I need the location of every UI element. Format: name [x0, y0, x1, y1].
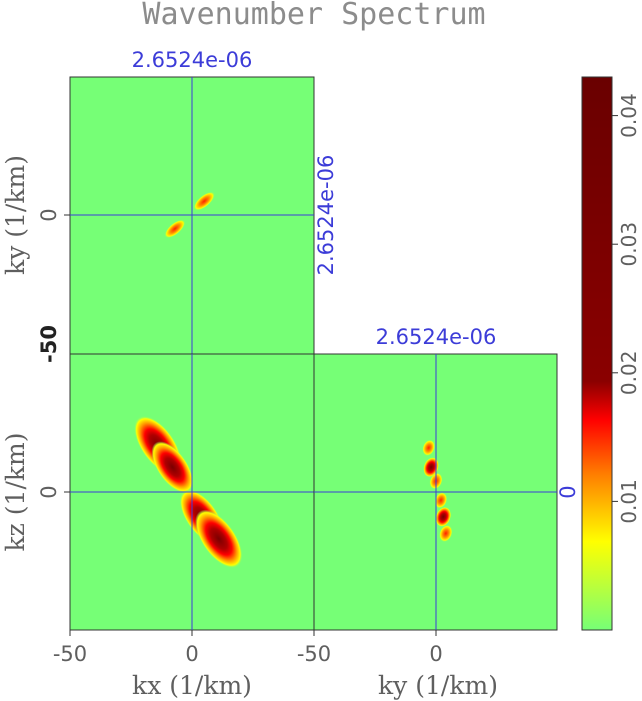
ky-kz-spectral-peak-4	[435, 506, 452, 527]
chart-title: Wavenumber Spectrum	[142, 0, 485, 32]
panel-kx-ky-slice-label-right: 2.6524e-06	[314, 155, 338, 276]
panel-ky-kz-xlabel: ky (1/km)	[378, 671, 498, 700]
panel-kx-ky-blobs	[164, 191, 215, 239]
kx-kz-spectral-peak-3	[195, 509, 243, 569]
kx-ky-spectral-peak-1	[164, 219, 186, 239]
ky-kz-spectral-peak-0	[422, 439, 436, 456]
kx-ky-spectral-peak-0	[193, 191, 215, 211]
panel-ky-kz: 2.6524e-06 0 -50 0 ky (1/km)	[297, 325, 580, 700]
panel-kx-ky-ytick-label-neg50: -50	[37, 325, 61, 363]
ky-kz-spectral-peak-1	[423, 457, 439, 478]
colorbar-tick-label-2: 0.03	[617, 222, 641, 267]
colorbar-tick-label-1: 0.02	[617, 351, 641, 396]
panel-kx-kz: 0 kz (1/km) -50 0 kx (1/km)	[1, 353, 315, 700]
panel-ky-kz-xtick-label-neg50: -50	[297, 642, 331, 666]
colorbar-tick-label-0: 0.01	[617, 479, 641, 524]
panel-kx-ky: 2.6524e-06 2.6524e-06 0 -50 ky (1/km)	[1, 48, 338, 363]
panel-kx-kz-xtick-label-0: 0	[185, 642, 198, 666]
panel-kx-kz-ylabel: kz (1/km)	[1, 433, 30, 552]
panel-kx-ky-ylabel: ky (1/km)	[1, 155, 30, 275]
panel-ky-kz-slice-label-top: 2.6524e-06	[376, 325, 497, 349]
kx-kz-spectral-peak-1	[151, 441, 194, 494]
colorbar-tick-label-3: 0.04	[617, 93, 641, 138]
colorbar-ticks: 0.01 0.02 0.03 0.04	[612, 93, 641, 524]
panel-ky-kz-xtick-label-0: 0	[429, 642, 442, 666]
ky-kz-spectral-peak-3	[434, 492, 448, 509]
panel-ky-kz-slice-label-right: 0	[556, 485, 580, 498]
panel-kx-ky-ytick-label-0: 0	[37, 208, 61, 221]
panel-kx-kz-ytick-label-0: 0	[37, 485, 61, 498]
panel-kx-kz-xtick-label-neg50: -50	[53, 642, 87, 666]
panel-kx-kz-blobs	[134, 415, 243, 569]
panel-kx-ky-slice-label-top: 2.6524e-06	[132, 48, 253, 72]
colorbar: 0.01 0.02 0.03 0.04	[581, 76, 641, 631]
colorbar-gradient	[581, 76, 613, 631]
ky-kz-spectral-peak-5	[439, 524, 453, 543]
panel-kx-kz-xlabel: kx (1/km)	[132, 671, 252, 700]
